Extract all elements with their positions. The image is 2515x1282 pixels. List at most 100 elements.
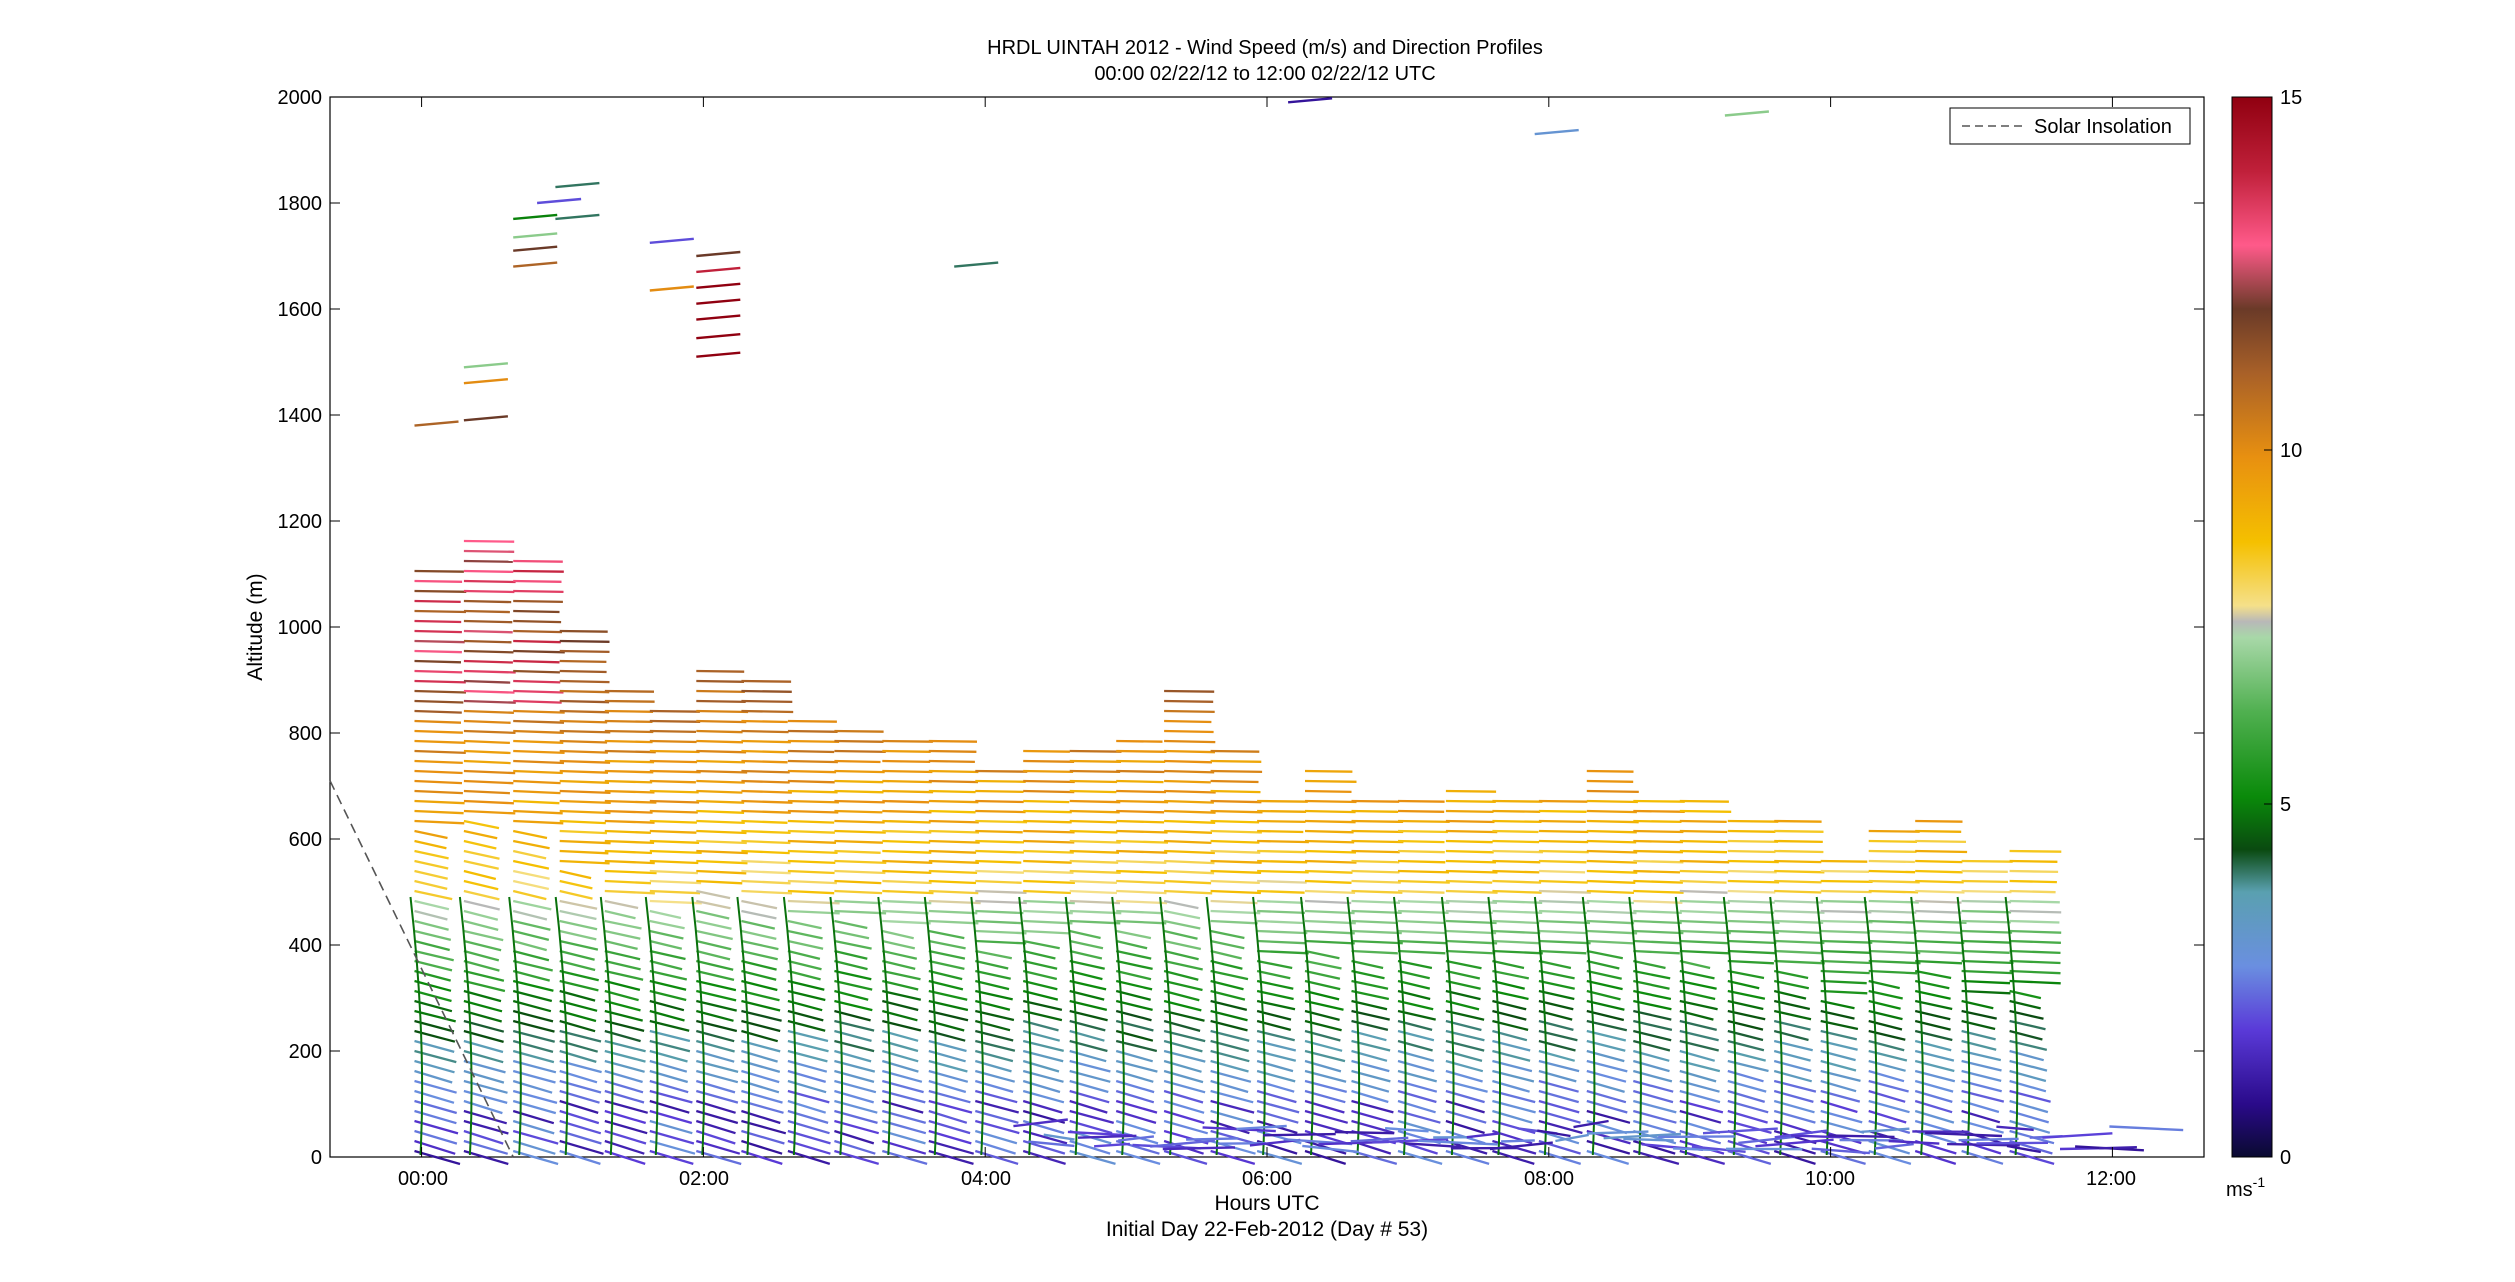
wind-barb [1538, 979, 1575, 990]
wind-barb [1961, 1039, 1997, 1051]
surface-trail [1815, 896, 1830, 1156]
wind-barb [1257, 859, 1308, 864]
wind-barb [463, 909, 499, 921]
wind-barb [604, 839, 655, 845]
y-tick-label: 2000 [278, 87, 323, 109]
wind-barb [1164, 849, 1215, 855]
wind-barb [1586, 939, 1634, 945]
wind-barb [1492, 959, 1525, 970]
surface-trail [1252, 896, 1266, 1156]
wind-barb [1069, 919, 1121, 925]
wind-barb [1022, 989, 1059, 1001]
wind-profile-column [1769, 819, 1825, 1165]
wind-barb [414, 659, 462, 664]
wind-barb [1023, 779, 1075, 784]
wind-barb [1116, 889, 1167, 895]
wind-barb [1217, 1142, 1266, 1145]
wind-barb [1492, 839, 1540, 844]
wind-barb [787, 749, 835, 754]
wind-barb [1774, 859, 1822, 864]
wind-barb [463, 969, 505, 982]
wind-barb [1351, 829, 1404, 834]
wind-barb [1492, 819, 1542, 824]
wind-barb [414, 879, 448, 891]
wind-barb [1961, 969, 2013, 975]
wind-barb [559, 709, 610, 714]
wind-barb [1586, 829, 1637, 834]
wind-barb [1961, 939, 2012, 944]
wind-barb [1868, 849, 1917, 854]
wind-barb [1023, 759, 1075, 763]
wind-barb [1827, 1134, 1895, 1139]
wind-barb [604, 799, 657, 804]
wind-barb [2009, 899, 2060, 904]
wind-barb [1820, 919, 1873, 924]
y-tick-label: 600 [289, 829, 322, 851]
wind-barb [649, 1059, 688, 1073]
wind-barb [604, 889, 655, 895]
wind-barb [1256, 999, 1296, 1011]
wind-barb [1915, 959, 1963, 965]
wind-barb [414, 639, 465, 644]
wind-barb [1304, 789, 1352, 794]
wind-barb [649, 989, 687, 1002]
wind-barb [414, 979, 452, 992]
upper-wind-barb [463, 362, 509, 369]
wind-barb [604, 979, 641, 992]
wind-barb [1727, 819, 1779, 823]
wind-barb [649, 809, 698, 814]
wind-barb [1738, 1135, 1796, 1145]
wind-barb [1023, 799, 1070, 804]
upper-wind-barb [1534, 128, 1579, 136]
wind-barb [559, 769, 609, 774]
wind-barb [463, 729, 516, 735]
wind-barb [1023, 879, 1075, 885]
wind-barb [1586, 859, 1638, 864]
wind-barb [696, 929, 733, 941]
wind-barb [414, 839, 447, 850]
wind-barb [1023, 929, 1070, 935]
wind-barb [1538, 859, 1587, 864]
wind-barb [1492, 989, 1529, 1001]
wind-barb [513, 759, 565, 765]
wind-barb [1445, 979, 1481, 990]
wind-barb [834, 939, 872, 950]
wind-barb [1163, 1059, 1202, 1073]
wind-barb [1774, 929, 1821, 935]
wind-barb [1257, 899, 1304, 904]
wind-barb [1210, 909, 1261, 915]
wind-barb [787, 949, 821, 961]
wind-barb [1115, 989, 1151, 1001]
wind-barb [787, 729, 838, 733]
wind-barb [1164, 739, 1216, 744]
wind-barb [1069, 879, 1117, 885]
wind-barb [1257, 929, 1308, 935]
wind-barb [2009, 869, 2059, 874]
wind-barb [1679, 899, 1730, 904]
wind-barb [1163, 949, 1199, 961]
wind-barb [1586, 799, 1638, 804]
wind-barb [414, 699, 464, 704]
wind-barb [787, 989, 826, 1002]
wind-barb [1492, 939, 1540, 945]
wind-barb [1633, 859, 1684, 864]
wind-barb [414, 859, 449, 870]
wind-barb [1445, 1089, 1485, 1104]
wind-barb [463, 589, 515, 594]
wind-barb [1397, 829, 1448, 834]
wind-barb [1304, 979, 1341, 991]
wind-barb [1492, 899, 1543, 904]
wind-barb [928, 1109, 968, 1124]
wind-barb [1632, 1049, 1670, 1062]
wind-barb [1492, 1079, 1530, 1093]
wind-barb [696, 919, 732, 930]
wind-barb [1727, 849, 1776, 854]
wind-barb [559, 1069, 598, 1084]
wind-barb [741, 719, 788, 724]
wind-barb [741, 849, 790, 855]
wind-barb [1961, 879, 2009, 884]
wind-barb [1351, 859, 1400, 864]
wind-barb [1914, 969, 1952, 980]
wind-barb [1210, 799, 1262, 804]
wind-barb [512, 1149, 559, 1166]
